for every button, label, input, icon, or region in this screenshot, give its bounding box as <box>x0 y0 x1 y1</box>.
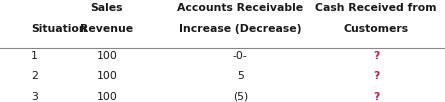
Text: ?: ? <box>373 51 379 61</box>
Text: 3: 3 <box>31 92 38 102</box>
Text: Sales: Sales <box>90 3 123 13</box>
Text: Revenue: Revenue <box>80 24 134 34</box>
Text: Accounts Receivable: Accounts Receivable <box>177 3 303 13</box>
Text: -0-: -0- <box>233 51 248 61</box>
Text: Cash Received from: Cash Received from <box>315 3 437 13</box>
Text: 100: 100 <box>97 51 117 61</box>
Text: 100: 100 <box>97 92 117 102</box>
Text: ?: ? <box>373 92 379 102</box>
Text: 2: 2 <box>31 71 38 81</box>
Text: ?: ? <box>373 71 379 81</box>
Text: Situation: Situation <box>31 24 87 34</box>
Text: 5: 5 <box>237 71 244 81</box>
Text: 1: 1 <box>31 51 38 61</box>
Text: Increase (Decrease): Increase (Decrease) <box>179 24 302 34</box>
Text: 100: 100 <box>97 71 117 81</box>
Text: Customers: Customers <box>344 24 409 34</box>
Text: (5): (5) <box>233 92 248 102</box>
